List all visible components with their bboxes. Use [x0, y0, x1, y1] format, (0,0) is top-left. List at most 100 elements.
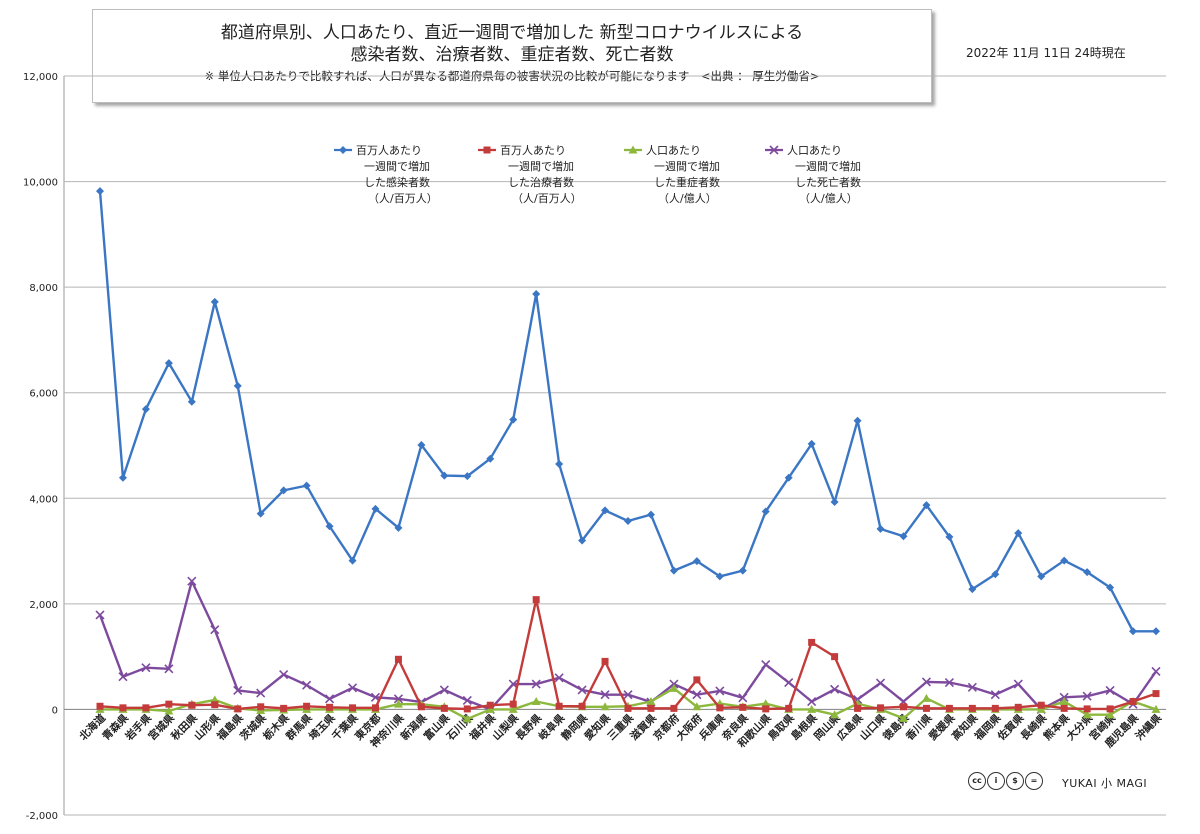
data-point [761, 659, 771, 670]
data-point [555, 702, 563, 710]
data-point [601, 506, 610, 515]
series-4 [95, 576, 1161, 714]
data-point [462, 714, 472, 723]
data-point [371, 704, 379, 712]
data-point [164, 664, 174, 674]
legend-label: 一週間で増加 [654, 160, 720, 173]
data-point [141, 663, 151, 673]
data-point [1037, 701, 1045, 709]
data-point [628, 145, 638, 154]
data-point [326, 703, 334, 711]
data-point [1060, 556, 1069, 565]
data-point [807, 696, 817, 707]
legend-label: した感染者数 [364, 175, 430, 189]
series-1 [96, 187, 1160, 636]
data-point [922, 704, 930, 712]
data-point [440, 471, 449, 480]
legend-label: した死亡者数 [795, 175, 861, 189]
data-point [761, 699, 771, 708]
data-point [944, 677, 954, 688]
legend-label: （人/億人） [658, 192, 717, 205]
data-point [463, 705, 471, 713]
data-point [692, 557, 701, 566]
data-point [142, 704, 150, 712]
data-point [302, 680, 312, 690]
data-point [646, 510, 655, 519]
data-point [279, 670, 289, 680]
data-point [600, 690, 610, 700]
data-point [1014, 703, 1022, 711]
data-point [347, 683, 358, 693]
data-point [211, 701, 219, 709]
data-point [578, 702, 586, 710]
data-point [922, 501, 931, 510]
data-point [348, 556, 357, 565]
data-point [95, 610, 105, 620]
data-point [555, 459, 564, 468]
data-point [279, 486, 288, 495]
data-point [1013, 679, 1023, 689]
data-point [669, 683, 679, 692]
legend-label: （人/億人） [799, 192, 858, 205]
data-point [854, 704, 862, 712]
data-point [303, 702, 311, 710]
data-point [807, 439, 816, 448]
data-point [339, 146, 347, 154]
data-point [118, 672, 128, 682]
data-point [853, 416, 862, 425]
data-point [831, 653, 839, 661]
data-point [96, 187, 104, 196]
data-point [968, 704, 976, 712]
data-point [393, 694, 404, 704]
data-point [669, 566, 678, 575]
data-point [647, 704, 655, 712]
data-point [1106, 705, 1114, 713]
data-point [784, 677, 794, 688]
data-point [624, 516, 632, 525]
data-point [738, 693, 748, 703]
y-tick-label: -2,000 [26, 811, 58, 822]
data-point [990, 690, 1000, 700]
data-point [991, 704, 999, 712]
data-point [738, 566, 747, 575]
data-point [876, 524, 885, 533]
data-point [967, 682, 977, 692]
legend-label: 一週間で増加 [508, 160, 574, 173]
chart-title-line1: 都道府県別、人口あたり、直近一週間で増加した 新型コロナウイルスによる [220, 23, 804, 43]
data-point [394, 523, 403, 532]
data-point [1083, 568, 1092, 577]
y-tick-label: 6,000 [29, 389, 58, 400]
data-point [1037, 572, 1046, 581]
data-point [830, 497, 839, 506]
data-point [769, 145, 779, 155]
data-point [417, 703, 425, 711]
data-point [165, 700, 173, 708]
data-point [188, 701, 196, 709]
legend-label: 百万人あたり [500, 144, 566, 157]
data-point [807, 704, 817, 713]
data-point [761, 507, 770, 516]
data-point [1151, 666, 1161, 676]
data-point [256, 688, 266, 698]
data-point [716, 704, 724, 712]
data-point [531, 679, 541, 689]
data-point [715, 572, 724, 581]
data-point [371, 504, 380, 513]
data-point [968, 585, 977, 594]
data-point [325, 522, 334, 531]
data-point [532, 290, 541, 299]
data-point [1152, 690, 1160, 698]
data-point [785, 704, 793, 712]
data-point [945, 532, 954, 541]
data-point [1083, 705, 1091, 713]
data-point [1105, 685, 1115, 695]
data-point [302, 481, 311, 490]
data-point [577, 685, 587, 695]
data-point [875, 678, 886, 688]
data-point [233, 685, 243, 695]
author-logo: YUKAI 小 MAGI [1062, 777, 1148, 790]
data-point [164, 359, 173, 368]
legend-label: （人/百万人） [512, 192, 582, 205]
